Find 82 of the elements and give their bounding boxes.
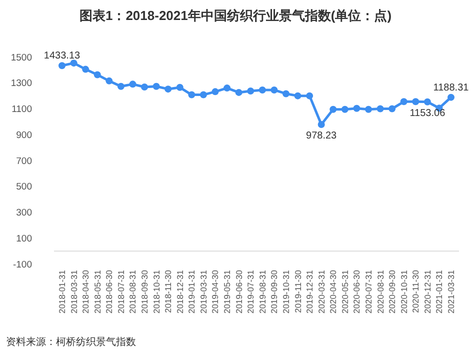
x-tick-label: 2020-05-31 bbox=[340, 270, 350, 314]
x-tick-label: 2020-07-31 bbox=[363, 270, 374, 314]
point bbox=[388, 105, 396, 112]
point bbox=[200, 91, 207, 98]
x-tick-label: 2018-03-31 bbox=[68, 270, 79, 314]
point bbox=[364, 106, 372, 113]
text: 资料来源：柯桥纺织景气指数 bbox=[6, 336, 136, 348]
data-label: 978.23 bbox=[306, 130, 338, 142]
y-tick-label: 1500 bbox=[10, 52, 32, 64]
x-tick-label: 2018-05-31 bbox=[92, 270, 102, 314]
x-tick-label: 2018-08-31 bbox=[128, 270, 138, 314]
y-tick-label: 100 bbox=[16, 233, 32, 244]
y-tick-label: 500 bbox=[16, 182, 32, 193]
point bbox=[106, 77, 113, 84]
x-tick-label: 2020-11-30 bbox=[410, 270, 421, 313]
point bbox=[82, 66, 90, 73]
data-label: 1153.06 bbox=[410, 108, 446, 119]
x-tick-label: 2020-04-30 bbox=[328, 270, 338, 314]
point bbox=[164, 86, 172, 93]
x-tick-label: 2018-10-31 bbox=[151, 270, 162, 314]
chart-title: 图表1：2018-2021年中国纺织行业景气指数(单位：点) bbox=[79, 8, 392, 23]
x-tick-label: 2018-01-31 bbox=[57, 270, 67, 314]
x-tick-label: 2019-05-31 bbox=[222, 270, 232, 314]
point bbox=[258, 86, 266, 94]
point bbox=[176, 84, 184, 91]
point bbox=[188, 91, 196, 98]
x-tick-label: 2019-04-30 bbox=[210, 270, 220, 314]
x-tick-label: 2019-10-31 bbox=[280, 270, 291, 314]
x-tick-label: 2020-06-30 bbox=[352, 270, 362, 314]
point bbox=[117, 82, 124, 90]
point bbox=[376, 105, 384, 112]
point bbox=[412, 98, 420, 106]
x-tick-label: 2018-11-30 bbox=[163, 270, 174, 313]
x-tick-label: 2020-09-30 bbox=[387, 270, 398, 314]
point bbox=[152, 82, 160, 90]
x-tick-label: 2019-11-30 bbox=[292, 270, 303, 313]
point bbox=[318, 121, 325, 128]
x-tick-label: 2018-04-30 bbox=[80, 270, 91, 314]
point bbox=[58, 62, 66, 70]
point bbox=[247, 88, 254, 95]
point bbox=[294, 92, 302, 100]
x-tick-label: 2019-09-30 bbox=[269, 270, 280, 314]
x-tick-label: 2019-08-31 bbox=[257, 270, 268, 314]
x-tick-label: 2020-12-31 bbox=[422, 270, 432, 314]
point bbox=[94, 71, 101, 78]
point bbox=[224, 84, 231, 92]
x-tick-label: 2019-06-30 bbox=[234, 270, 244, 314]
point bbox=[400, 98, 408, 106]
x-tick-label: 2021-03-31 bbox=[446, 270, 456, 314]
x-tick-label: 2019-03-31 bbox=[198, 270, 208, 314]
x-tick-label: 2021-01-31 bbox=[434, 270, 444, 314]
x-tick-label: 2019-12-31 bbox=[304, 270, 315, 314]
x-tick-label: 2020-10-31 bbox=[398, 270, 409, 314]
data-label: 1433.13 bbox=[44, 50, 81, 62]
point bbox=[212, 88, 219, 96]
point bbox=[448, 94, 454, 101]
x-tick-label: 2018-06-30 bbox=[104, 270, 114, 314]
point bbox=[282, 90, 290, 98]
point bbox=[129, 80, 136, 88]
data-label: 1188.31 bbox=[433, 82, 470, 94]
x-tick-label: 2020-08-31 bbox=[375, 270, 386, 314]
point bbox=[306, 92, 314, 100]
x-tick-label: 2020-03-31 bbox=[316, 270, 326, 314]
point bbox=[141, 84, 148, 91]
point bbox=[424, 98, 431, 106]
point bbox=[235, 88, 242, 96]
y-tick-label: 300 bbox=[16, 208, 32, 219]
x-tick-label: 2019-07-31 bbox=[246, 270, 256, 314]
point bbox=[341, 106, 348, 113]
x-tick-label: 2019-01-31 bbox=[186, 270, 197, 314]
point bbox=[70, 60, 78, 67]
y-tick-label: -100 bbox=[12, 259, 32, 270]
y-tick-label: 900 bbox=[16, 130, 32, 141]
point bbox=[330, 106, 337, 113]
y-tick-label: 700 bbox=[16, 156, 32, 167]
x-tick-label: 2018-09-30 bbox=[140, 270, 150, 314]
x-tick-label: 2018-12-31 bbox=[174, 270, 185, 314]
point bbox=[353, 104, 360, 112]
point bbox=[270, 86, 278, 94]
y-tick-label: 1100 bbox=[12, 104, 32, 116]
x-tick-label: 2018-07-31 bbox=[116, 270, 126, 314]
y-tick-label: 1300 bbox=[10, 78, 32, 90]
